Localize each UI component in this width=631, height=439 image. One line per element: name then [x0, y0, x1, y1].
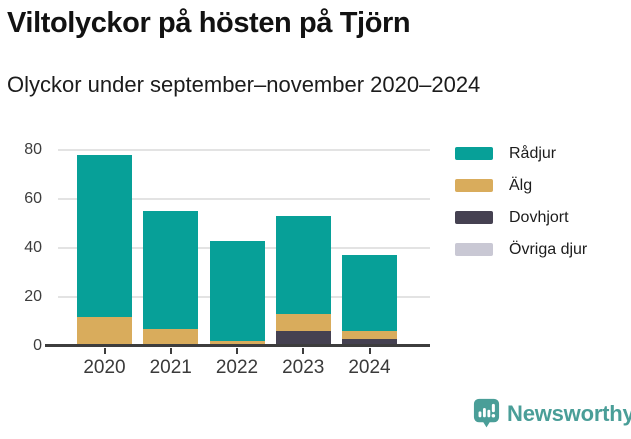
legend-item-ovriga-djur: Övriga djur	[455, 240, 587, 259]
y-axis-label-60: 60	[24, 189, 42, 207]
bar-segment-radjur-2020	[77, 154, 132, 317]
bar-2020	[77, 154, 132, 346]
gridline-60	[58, 197, 430, 200]
x-tick-2022	[236, 348, 238, 354]
legend-label-ovriga-djur: Övriga djur	[509, 240, 588, 258]
bar-segment-radjur-2023	[275, 216, 331, 315]
y-axis-label-40: 40	[24, 238, 42, 256]
x-axis-label-2023: 2023	[282, 357, 325, 378]
bar-segment-dovhjort-2024	[342, 338, 397, 346]
plot-area	[45, 145, 430, 347]
legend-item-dovhjort: Dovhjort	[455, 208, 587, 227]
legend-swatch-dovhjort	[455, 211, 493, 224]
legend-swatch-alg	[455, 179, 493, 192]
x-axis-line	[45, 344, 430, 347]
newsworthy-icon	[473, 398, 500, 429]
y-axis: 0 20 40 60 80	[8, 141, 42, 354]
x-axis-label-2024: 2024	[348, 357, 391, 378]
legend-swatch-radjur	[455, 147, 493, 160]
bar-segment-radjur-2022	[209, 240, 265, 342]
bar-segment-alg-2022	[209, 341, 265, 344]
legend-label-radjur: Rådjur	[509, 144, 557, 162]
x-tick-2021	[169, 348, 172, 354]
bar-segment-alg-2024	[342, 331, 397, 339]
bar-2021	[143, 211, 199, 346]
x-axis-label-2020: 2020	[83, 357, 126, 378]
y-axis-label-80: 80	[24, 140, 42, 158]
bar-2023	[275, 216, 331, 346]
x-tick-2023	[302, 348, 305, 354]
newsworthy-wordmark: Newsworthy	[507, 400, 631, 426]
x-tick-2020	[103, 348, 106, 354]
newsworthy-logo[interactable]: Newsworthy	[473, 398, 631, 429]
bar-segment-alg-2021	[143, 328, 199, 344]
chart-subtitle: Olyckor under september–november 2020–20…	[7, 72, 481, 97]
y-axis-label-20: 20	[24, 287, 42, 305]
bar-segment-alg-2020	[77, 316, 132, 346]
bar-segment-alg-2023	[275, 314, 331, 332]
bar-segment-radjur-2021	[143, 211, 199, 329]
x-tick-2024	[368, 348, 371, 354]
x-axis-label-2022: 2022	[215, 357, 259, 378]
legend-item-radjur: Rådjur	[455, 144, 587, 163]
bar-2024	[342, 255, 397, 346]
y-axis-label-0: 0	[33, 337, 42, 354]
legend-item-alg: Älg	[455, 176, 587, 195]
legend-label-alg: Älg	[509, 176, 533, 194]
legend-swatch-ovriga-djur	[455, 243, 493, 256]
legend-label-dovhjort: Dovhjort	[509, 208, 569, 226]
gridline-80	[58, 148, 430, 151]
bar-2022	[209, 240, 265, 346]
chart-title: Viltolyckor på hösten på Tjörn	[7, 7, 411, 39]
x-axis-label-2021: 2021	[149, 357, 192, 378]
bar-segment-dovhjort-2023	[275, 331, 331, 344]
legend: Rådjur Älg Dovhjort Övriga djur	[455, 144, 587, 259]
bar-segment-radjur-2024	[342, 255, 397, 332]
